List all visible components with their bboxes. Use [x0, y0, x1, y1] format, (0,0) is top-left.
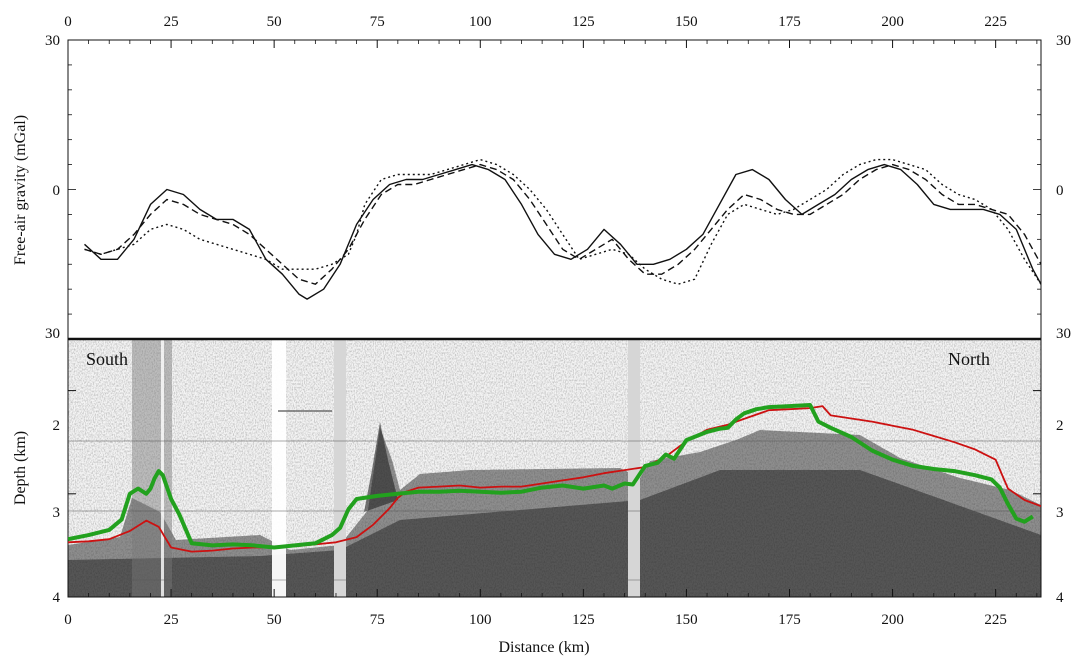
- seamount-fill: [364, 422, 398, 512]
- top-xtick-label: 50: [267, 14, 282, 30]
- distance-axis-label: Distance (km): [498, 639, 589, 656]
- sonar-gap: [334, 339, 346, 597]
- gravity-axis-label: Free-air gravity (mGal): [12, 115, 29, 265]
- bottom-xtick-label: 125: [572, 612, 595, 628]
- south-label: South: [86, 349, 128, 369]
- north-label: North: [948, 349, 990, 369]
- depth-green-line: [68, 403, 1034, 550]
- bottom-xtick-label: 50: [267, 612, 282, 628]
- gravity-ytick-label: 30: [45, 326, 60, 342]
- top-xtick-label: 200: [881, 14, 904, 30]
- bottom-xtick-label: 25: [164, 612, 179, 628]
- bottom-xtick-label: 200: [881, 612, 904, 628]
- dark-band: [132, 339, 172, 597]
- bottom-xtick-label: 0: [64, 612, 72, 628]
- gravity-ytick-label-right: 30: [1056, 326, 1071, 342]
- gravity-panel-frame: [67, 39, 1042, 340]
- gravity-ytick-label-right: 0: [1056, 183, 1064, 199]
- gravity-series-group: [84, 158, 1041, 300]
- gravity-series-solid-line: [84, 163, 1041, 300]
- top-xtick-label: 100: [469, 14, 492, 30]
- depth-ytick-label-right: 3: [1056, 505, 1064, 521]
- top-xtick-label: 175: [778, 14, 801, 30]
- basement-dark-fill: [68, 470, 1041, 597]
- depth-red-line: [68, 405, 1041, 553]
- depth-ytick-label: 3: [53, 505, 61, 521]
- sonar-gap: [272, 339, 286, 597]
- gravity-series-dotted-line: [84, 158, 1041, 285]
- bottom-xtick-label: 150: [675, 612, 698, 628]
- bottom-xtick-label: 225: [984, 612, 1007, 628]
- top-xtick-label: 75: [370, 14, 385, 30]
- sediment-fill: [68, 428, 1041, 597]
- top-xtick-label: 25: [164, 14, 179, 30]
- gravity-ytick-label: 0: [53, 183, 61, 199]
- bottom-xtick-label: 175: [778, 612, 801, 628]
- depth-ytick-label: 2: [53, 418, 61, 434]
- seismic-section-image: [68, 339, 1041, 597]
- gravity-ytick-label: 30: [45, 33, 60, 49]
- depth-ytick-label-right: 2: [1056, 418, 1064, 434]
- gravity-ytick-label-right: 30: [1056, 33, 1071, 49]
- depth-panel-frame: [67, 338, 1042, 598]
- depth-ytick-label-right: 4: [1056, 590, 1064, 606]
- bottom-xtick-label: 100: [469, 612, 492, 628]
- top-xtick-label: 225: [984, 14, 1007, 30]
- depth-axis-label: Depth (km): [12, 431, 29, 505]
- depth-ytick-label: 4: [53, 590, 61, 606]
- sonar-gap: [161, 339, 164, 597]
- gravity-series-dashed-line: [84, 163, 1041, 285]
- depth-series-group: [68, 403, 1041, 553]
- top-xtick-label: 0: [64, 14, 72, 30]
- bottom-xtick-label: 75: [370, 612, 385, 628]
- axis-ticks: 0 0 25 25 50 50 75 75 100 100 125 125 150 150 175 175 20…: [64, 14, 1041, 628]
- top-xtick-label: 125: [572, 14, 595, 30]
- top-xtick-label: 150: [675, 14, 698, 30]
